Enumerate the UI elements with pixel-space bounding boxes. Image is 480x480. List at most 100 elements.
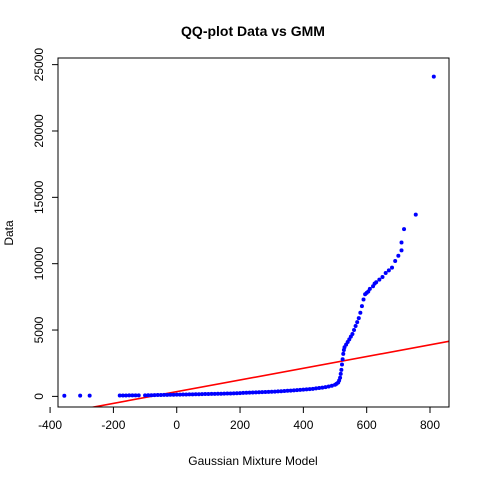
data-point [393, 259, 398, 264]
data-point [212, 391, 217, 396]
data-point [136, 393, 141, 398]
data-point [358, 310, 363, 315]
data-point [200, 392, 205, 397]
y-tick-label: 15000 [32, 180, 46, 214]
data-point [282, 389, 287, 394]
data-point [228, 391, 233, 396]
data-point [130, 393, 135, 398]
data-point [295, 388, 300, 393]
y-tick-label: 10000 [32, 247, 46, 281]
data-point [307, 387, 312, 392]
data-point [377, 277, 382, 282]
data-point [193, 392, 198, 397]
data-point [380, 274, 385, 279]
data-point [338, 375, 343, 380]
data-point [383, 270, 388, 275]
data-point [338, 371, 343, 376]
x-tick-label: -200 [101, 418, 125, 432]
data-point [298, 387, 303, 392]
x-axis-label: Gaussian Mixture Model [188, 454, 317, 468]
data-point [143, 393, 148, 398]
x-tick-label: -400 [38, 418, 62, 432]
data-point [339, 362, 344, 367]
data-point [244, 390, 249, 395]
data-point [353, 324, 358, 329]
data-point [390, 265, 395, 270]
data-point [276, 389, 281, 394]
data-point [155, 393, 160, 398]
data-point [359, 304, 364, 309]
data-point [124, 393, 129, 398]
x-axis: -400 -200 0 200 400 600 800 [38, 407, 440, 432]
data-point [231, 391, 236, 396]
data-point [222, 391, 227, 396]
data-point [285, 388, 290, 393]
data-point [187, 392, 192, 397]
data-point [174, 392, 179, 397]
data-point [288, 388, 293, 393]
data-point [219, 391, 224, 396]
data-point [367, 286, 372, 291]
data-point [250, 390, 255, 395]
data-point [272, 389, 277, 394]
data-point [266, 389, 271, 394]
data-point [247, 390, 252, 395]
data-point [402, 227, 407, 232]
data-point [355, 320, 360, 325]
data-point [165, 392, 170, 397]
data-point [413, 212, 418, 217]
data-point [120, 393, 125, 398]
y-tick-label: 25000 [32, 48, 46, 82]
data-point [149, 393, 154, 398]
data-point [238, 391, 243, 396]
data-point [350, 332, 355, 337]
data-point [304, 387, 309, 392]
x-tick-label: 600 [357, 418, 377, 432]
data-point [326, 384, 331, 389]
data-point [374, 280, 379, 285]
data-point [301, 387, 306, 392]
reference-line-layer [89, 340, 449, 407]
data-point [152, 393, 157, 398]
data-point [323, 385, 328, 390]
data-point [171, 392, 176, 397]
data-point [431, 74, 436, 79]
data-point [361, 297, 366, 302]
data-point [234, 391, 239, 396]
data-point [146, 393, 151, 398]
x-tick-label: 400 [293, 418, 313, 432]
data-point [279, 389, 284, 394]
y-axis-label: Data [2, 220, 16, 246]
chart-title: QQ-plot Data vs GMM [181, 23, 325, 39]
data-point [168, 392, 173, 397]
x-tick-label: 800 [420, 418, 440, 432]
data-point [177, 392, 182, 397]
data-point [329, 383, 334, 388]
data-point [184, 392, 189, 397]
y-tick-label: 5000 [32, 316, 46, 343]
data-point [386, 268, 391, 273]
y-tick-label: 20000 [32, 114, 46, 148]
data-point [190, 392, 195, 397]
data-point [341, 351, 346, 356]
data-point [78, 393, 83, 398]
data-point [399, 240, 404, 245]
data-point [181, 392, 186, 397]
data-point [314, 386, 319, 391]
data-point [133, 393, 138, 398]
data-point [162, 392, 167, 397]
x-tick-label: 200 [230, 418, 250, 432]
data-point [196, 392, 201, 397]
data-point [117, 393, 122, 398]
data-points-layer [62, 74, 436, 398]
data-point [87, 393, 92, 398]
data-point [62, 393, 67, 398]
data-point [127, 393, 132, 398]
data-point [209, 391, 214, 396]
data-point [253, 390, 258, 395]
x-tick-label: 0 [173, 418, 180, 432]
reference-line [89, 340, 449, 407]
plot-frame [57, 57, 450, 408]
data-point [320, 385, 325, 390]
